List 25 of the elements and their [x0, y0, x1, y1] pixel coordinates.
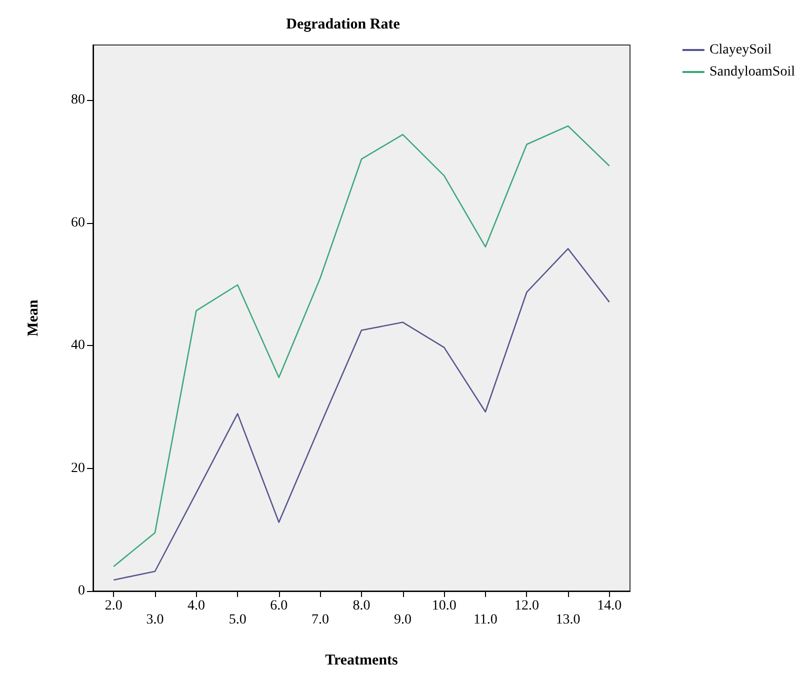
x-tick-label: 10.0 — [432, 598, 456, 614]
x-tick-label: 12.0 — [514, 598, 539, 614]
x-tick-label: 13.0 — [556, 612, 580, 628]
x-tick-label: 9.0 — [394, 612, 412, 628]
x-tick-label: 3.0 — [146, 612, 164, 628]
x-tick-label: 4.0 — [188, 598, 206, 614]
x-tick-label: 11.0 — [473, 612, 498, 628]
y-tick-label: 80 — [71, 92, 85, 108]
line-series — [113, 125, 610, 568]
legend-label: SandyloamSoil — [709, 64, 796, 80]
x-tick-label: 6.0 — [270, 598, 288, 614]
y-tick-label: 0 — [78, 584, 85, 598]
legend-label: ClayeySoil — [709, 42, 772, 58]
y-tick-label: 40 — [71, 338, 85, 354]
y-tick-label: 60 — [71, 215, 85, 230]
x-axis-title: Treatments — [325, 652, 398, 668]
line-series — [113, 248, 610, 581]
y-tick-label: 20 — [71, 460, 85, 476]
x-tick-label: 5.0 — [228, 612, 246, 628]
x-tick-label: 7.0 — [311, 612, 329, 628]
x-tick-label: 14.0 — [597, 598, 622, 614]
y-axis-title: Mean — [26, 299, 42, 336]
chart-title: Degradation Rate — [286, 16, 400, 32]
x-tick-label: 8.0 — [352, 598, 370, 614]
x-tick-label: 2.0 — [104, 598, 122, 614]
